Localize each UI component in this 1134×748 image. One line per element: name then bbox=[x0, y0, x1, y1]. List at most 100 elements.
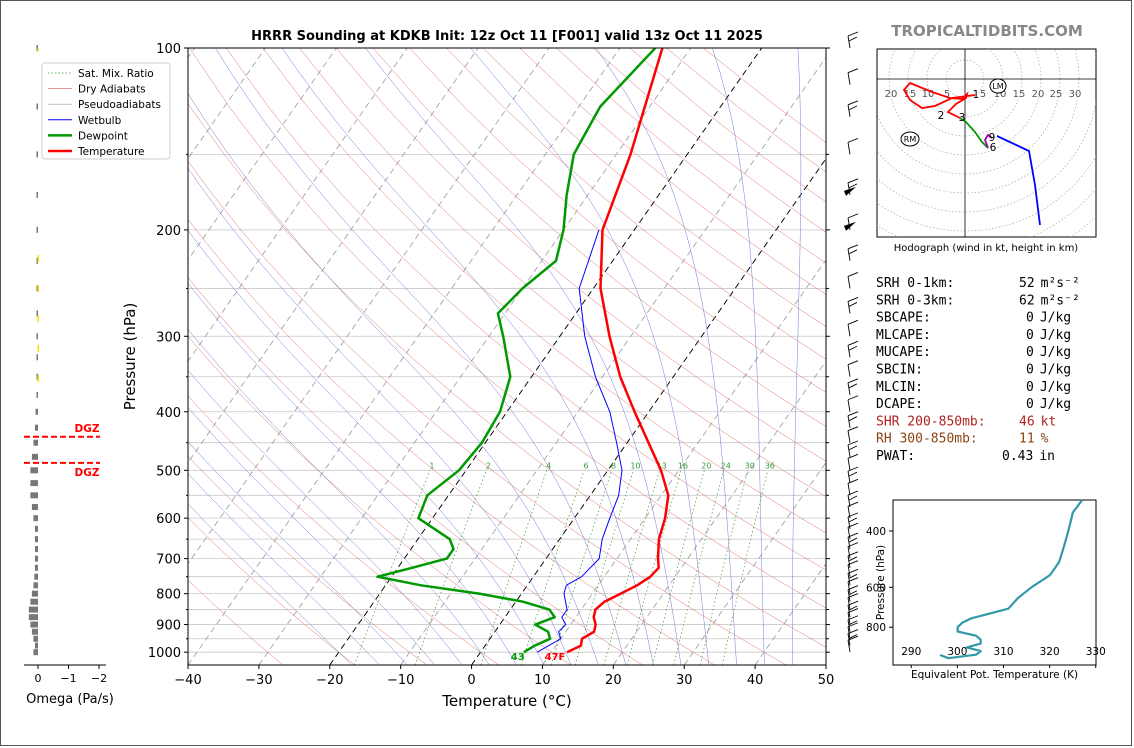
mixing-ratio-line bbox=[550, 470, 612, 665]
wind-barb-flag bbox=[847, 622, 859, 628]
theta-e-y-tick-label: 400 bbox=[866, 526, 886, 538]
stat-value: 0.43 bbox=[1002, 449, 1033, 464]
theta-e-y-axis-label: Pressure (hPa) bbox=[875, 545, 887, 620]
legend: Sat. Mix. Ratio Dry Adiabats Pseudoadiabat… bbox=[41, 62, 171, 160]
pseudoadiabat bbox=[188, 441, 408, 665]
pseudoadiabat bbox=[188, 93, 599, 665]
isotherm bbox=[683, 461, 826, 665]
stat-label: SRH 0-1km: bbox=[876, 276, 954, 291]
y-tick-label: 200 bbox=[156, 224, 181, 239]
pseudoadiabat bbox=[281, 48, 654, 665]
dry-adiabat bbox=[188, 455, 428, 665]
isotherm bbox=[400, 56, 826, 665]
wind-barb bbox=[847, 399, 851, 412]
wind-pennant bbox=[844, 221, 856, 231]
hodograph-ring-label: 20 bbox=[1032, 89, 1045, 100]
mixing-ratio-label: 30 bbox=[745, 461, 755, 470]
theta-e-x-tick-label: 330 bbox=[1086, 646, 1106, 658]
stat-label: MLCAPE: bbox=[876, 328, 931, 343]
pseudoadiabat bbox=[188, 282, 517, 665]
isotherm bbox=[613, 360, 826, 665]
pseudoadiabat bbox=[595, 48, 737, 665]
wind-barb-flag bbox=[847, 593, 859, 598]
pseudoadiabat bbox=[188, 329, 490, 665]
wind-barb-flag bbox=[847, 395, 859, 401]
dry-adiabat bbox=[446, 48, 826, 360]
pseudoadiabat bbox=[188, 407, 435, 665]
omega-bar bbox=[34, 546, 38, 553]
hodograph-panel: 20 15 10 5 5 10 15 20 25 30 1 2 3 69 LM RM Hodograph (wi… bbox=[876, 48, 1097, 254]
hodograph-ring-label: 20 bbox=[885, 89, 898, 100]
wind-barb bbox=[847, 104, 851, 117]
y-tick-label: 100 bbox=[156, 42, 181, 57]
wind-barb bbox=[847, 217, 851, 230]
wind-barb-flag bbox=[847, 453, 859, 459]
hodograph-ring-label: 15 bbox=[904, 89, 917, 100]
wind-barb-flag bbox=[847, 178, 859, 184]
wind-barb-flag bbox=[847, 629, 859, 634]
legend-entry: Temperature bbox=[77, 146, 145, 158]
legend-entry: Dry Adiabats bbox=[78, 84, 146, 96]
pseudoadiabat bbox=[712, 48, 765, 665]
wind-barb bbox=[847, 458, 851, 471]
wind-barb-flag bbox=[847, 501, 859, 507]
mixing-ratio-line bbox=[603, 470, 661, 665]
wind-barb bbox=[847, 494, 851, 508]
wind-barb bbox=[847, 72, 851, 85]
temperature-line bbox=[566, 48, 670, 654]
omega-bar bbox=[30, 598, 38, 605]
wind-barb bbox=[847, 382, 851, 395]
mixing-ratio-label: 24 bbox=[721, 461, 731, 470]
omega-positive-mark bbox=[37, 285, 39, 292]
stat-unit: J/kg bbox=[1040, 345, 1071, 360]
theta-e-y-tick-label: 800 bbox=[866, 622, 886, 634]
wind-barb bbox=[847, 430, 851, 443]
omega-bar bbox=[36, 333, 38, 340]
wind-barb bbox=[847, 589, 851, 602]
x-tick-label: −30 bbox=[245, 673, 272, 688]
surface-temperature-label: 47F bbox=[545, 652, 566, 663]
wind-barb-flag bbox=[847, 568, 859, 574]
theta-e-x-axis-label: Equivalent Pot. Temperature (K) bbox=[911, 669, 1078, 681]
wind-barb-flag bbox=[847, 244, 859, 250]
omega-bar bbox=[34, 573, 38, 580]
omega-positive-mark bbox=[37, 315, 39, 322]
hodograph-height-label: 1 bbox=[973, 89, 980, 101]
mixing-ratio-label: 16 bbox=[678, 461, 688, 470]
pseudoadiabat bbox=[188, 230, 545, 665]
wind-barb-flag bbox=[847, 340, 859, 346]
omega-bar bbox=[30, 492, 38, 499]
hodograph-height-label: 2 bbox=[938, 110, 945, 122]
x-tick-label: 20 bbox=[605, 673, 622, 688]
dry-adiabat bbox=[188, 579, 284, 665]
stat-row: RH 300-850mb: 11% bbox=[876, 432, 1049, 447]
mixing-ratio-line bbox=[626, 470, 682, 665]
theta-e-y-tick-label: 600 bbox=[866, 582, 886, 594]
stat-unit: J/kg bbox=[1040, 328, 1071, 343]
theta-e-x-tick-label: 320 bbox=[1040, 646, 1060, 658]
wind-barb-flag bbox=[848, 249, 858, 255]
omega-bar bbox=[34, 536, 38, 543]
theta-e-line bbox=[939, 499, 1084, 660]
hodograph-trace-0-3km bbox=[902, 81, 976, 119]
pseudoadiabat bbox=[188, 167, 572, 665]
omega-positive-mark bbox=[37, 375, 39, 382]
omega-bar bbox=[36, 354, 38, 361]
wind-barb bbox=[847, 573, 851, 586]
mixing-ratio-label: 4 bbox=[546, 461, 551, 470]
stat-row: MLCIN: 0 J/kg bbox=[876, 380, 1071, 395]
legend-entry: Dewpoint bbox=[78, 130, 128, 142]
wind-barb-flag bbox=[847, 585, 859, 591]
wind-barb-flag bbox=[847, 440, 859, 446]
stat-label: SHR 200-850mb: bbox=[876, 414, 986, 429]
dry-adiabat bbox=[299, 48, 826, 497]
wind-barb-flag bbox=[847, 490, 859, 496]
wind-barb-flag bbox=[848, 620, 858, 626]
dry-adiabat bbox=[336, 48, 826, 462]
omega-bar bbox=[33, 582, 38, 589]
wind-barb-flag bbox=[847, 542, 859, 548]
stat-unit: m²s⁻² bbox=[1041, 276, 1080, 291]
theta-e-x-tick-label: 310 bbox=[993, 646, 1013, 658]
x-tick-label: −20 bbox=[316, 673, 343, 688]
